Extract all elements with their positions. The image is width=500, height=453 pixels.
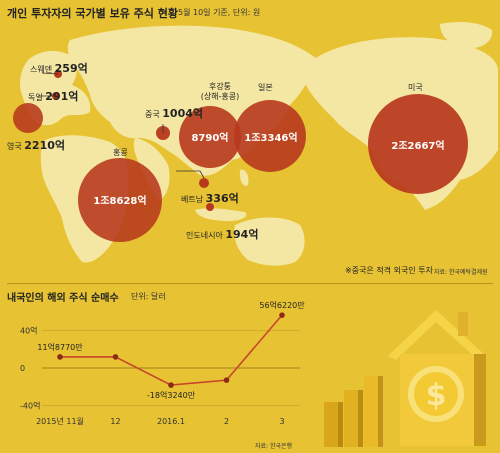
bubble-indonesia	[206, 203, 214, 211]
label-germany: 독일 291억	[28, 88, 78, 104]
x-tick-label: 12	[110, 417, 120, 426]
chart-unit: 단위: 달러	[131, 292, 166, 301]
label-shanghai: 후강퉁 (상해-홍콩)	[200, 82, 240, 101]
data-point	[168, 382, 174, 388]
greenland-shape	[440, 22, 493, 49]
country-name: 독일	[28, 93, 43, 102]
house-icon: $	[388, 310, 486, 446]
country-value: 259억	[54, 62, 88, 75]
india-shape	[133, 138, 170, 200]
divider	[7, 283, 493, 284]
country-value: 291억	[45, 90, 79, 103]
y-axis: 40억 0 -40억	[20, 326, 40, 411]
world-map	[13, 22, 498, 266]
bubbles	[13, 70, 468, 242]
country-name: 중국	[145, 110, 160, 119]
x-axis: 2015년 11월 12 2016.1 2 3	[36, 416, 284, 426]
line-chart: 40억 0 -40억 2015년 11월 12 2016.1 2 3 11억8770만 -18…	[20, 300, 305, 426]
footnote-source: 자료: 한국예탁결제원	[434, 269, 488, 276]
value-hongkong: 1조8628억	[93, 196, 147, 207]
connectors	[38, 72, 205, 179]
chart-title: 내국인의 해외 주식 순매수	[7, 293, 119, 304]
country-value: 2210억	[24, 139, 66, 152]
data-label: 56억6220만	[259, 300, 305, 310]
label-china: 중국 1004억	[145, 105, 203, 121]
value-shanghai: 8790억	[191, 133, 229, 144]
philippines-shape	[239, 169, 249, 186]
x-tick-label: 3	[279, 417, 284, 426]
header: 개인 투자자의 국가별 보유 주식 현황 5월 10일 기준, 단위: 원	[0, 0, 500, 22]
bubble-hongkong	[78, 158, 162, 242]
dollar-icon: $	[426, 378, 447, 413]
house-dollar-illustration: $	[324, 310, 486, 447]
y-tick-label: 40억	[20, 326, 38, 336]
value-japan: 1조3346억	[244, 133, 298, 144]
label-hongkong: 홍콩	[113, 148, 128, 157]
chart-grid	[42, 330, 300, 406]
bubble-uk	[13, 103, 43, 133]
x-tick-label: 2015년 11월	[36, 416, 84, 426]
label-vietnam: 베트남 336억	[181, 190, 239, 206]
value-usa: 2조2667억	[391, 141, 445, 152]
data-points	[57, 312, 285, 388]
page-subtitle: 5월 10일 기준, 단위: 원	[178, 8, 261, 17]
bar-steps	[324, 376, 383, 447]
data-labels: 11억8770만 -18억3240만 56억6220만	[37, 300, 305, 400]
data-point	[57, 354, 63, 360]
data-label: 11억8770만	[37, 342, 83, 352]
x-tick-label: 2	[224, 417, 229, 426]
data-point	[112, 354, 119, 360]
chart-source: 자료: 한국은행	[255, 443, 293, 450]
data-label: -18억3240만	[147, 390, 196, 400]
label-uk: 영국 2210억	[7, 137, 65, 153]
country-name: 영국	[7, 142, 22, 151]
australia-shape	[234, 217, 305, 266]
country-value: 336억	[205, 192, 239, 205]
label-sweden: 스웨덴 259억	[30, 60, 88, 76]
indonesia-shape	[195, 208, 247, 222]
data-point	[279, 312, 285, 318]
label-usa: 미국	[408, 83, 423, 92]
bubble-vietnam	[199, 178, 209, 188]
bubble-usa	[368, 94, 468, 194]
x-tick-label: 2016.1	[157, 417, 185, 426]
country-value: 1004억	[162, 107, 204, 120]
series-line	[60, 314, 283, 386]
bubble-shanghai	[179, 106, 241, 168]
label-japan: 일본	[258, 83, 273, 92]
footnote: ※중국은 적격 외국인 투자	[345, 266, 433, 275]
country-value: 194억	[225, 228, 259, 241]
country-name: 스웨덴	[30, 65, 53, 74]
y-tick-label: 0	[20, 364, 25, 373]
data-point	[223, 377, 230, 383]
bubble-japan	[234, 100, 306, 172]
country-name: 베트남	[181, 195, 204, 204]
label-indonesia: 인도네시아 194억	[186, 226, 258, 242]
y-tick-label: -40억	[20, 400, 40, 410]
page-title: 개인 투자자의 국가별 보유 주식 현황	[7, 7, 178, 20]
country-name: 인도네시아	[186, 231, 223, 240]
